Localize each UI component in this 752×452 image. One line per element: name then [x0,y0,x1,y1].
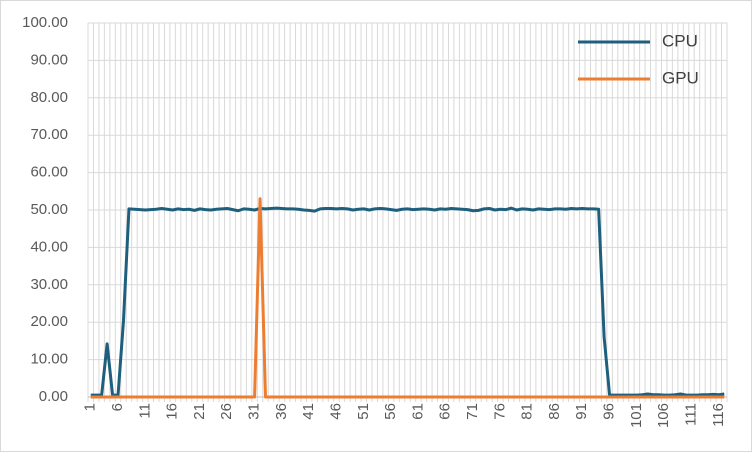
series-line [90,206,725,397]
x-tick-label: 76 [491,403,508,420]
x-tick-label: 51 [355,403,372,420]
x-tick-label: 41 [300,403,317,420]
y-tick-label: 80.00 [30,89,68,106]
x-tick-label: 96 [601,403,618,420]
x-tick-label: 16 [164,403,181,420]
x-tick-label: 86 [546,403,563,420]
y-tick-label: 30.00 [30,276,68,293]
x-tick-label: 6 [109,403,126,411]
series-line [90,197,725,399]
x-tick-label: 31 [246,403,263,420]
y-tick-label: 70.00 [30,126,68,143]
x-tick-label: 106 [655,403,672,428]
x-tick-label: 56 [382,403,399,420]
x-tick-label: 91 [573,403,590,420]
legend-label: CPU [662,31,698,50]
x-tick-label: 71 [464,403,481,420]
x-tick-label: 61 [409,403,426,420]
x-tick-label: 1 [82,403,99,411]
x-tick-label: 81 [519,403,536,420]
x-tick-label: 11 [136,403,153,419]
legend: CPU GPU [578,31,699,87]
y-tick-label: 40.00 [30,238,68,255]
x-tick-label: 26 [218,403,235,420]
y-tick-label: 0.00 [39,388,68,405]
y-tick-label: 90.00 [30,51,68,68]
x-tick-label: 36 [273,403,290,420]
x-tick-label: 111 [682,403,699,426]
y-tick-label: 100.00 [22,14,68,31]
y-tick-label: 20.00 [30,313,68,330]
y-tick-label: 10.00 [30,351,68,368]
x-tick-label: 116 [710,403,727,427]
x-tick-label: 101 [628,403,645,428]
y-tick-label: 60.00 [30,164,68,181]
y-tick-label: 50.00 [30,201,68,218]
x-tick-label: 46 [327,403,344,420]
x-tick-label: 21 [191,403,208,420]
legend-label: GPU [662,68,699,87]
x-tick-label: 66 [437,403,454,420]
